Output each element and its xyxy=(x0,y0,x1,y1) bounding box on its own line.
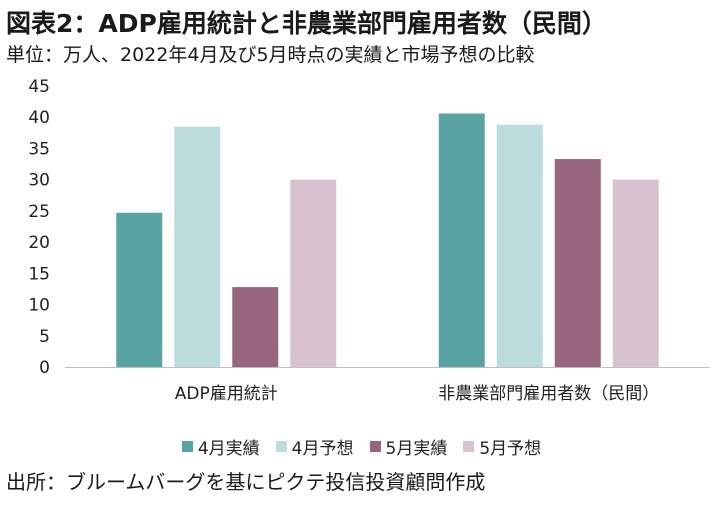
chart-title: 図表2：ADP雇用統計と非農業部門雇用者数（民間） xyxy=(6,9,607,38)
bar-chart: 0 5 10 15 20 25 30 35 40 45 ADP雇用統計 非農業部門雇用者数（民間） xyxy=(28,77,710,404)
y-tick-label: 40 xyxy=(28,108,50,128)
x-axis: ADP雇用統計 非農業部門雇用者数（民間） xyxy=(175,384,659,404)
legend-item: 5月実績 xyxy=(369,434,448,459)
bar-adp-series-4 xyxy=(290,179,337,367)
y-tick-label: 20 xyxy=(28,233,50,253)
x-category-label: ADP雇用統計 xyxy=(175,384,278,404)
y-tick-label: 10 xyxy=(28,296,50,316)
bar-adp-series-3 xyxy=(232,287,279,367)
y-tick-label: 25 xyxy=(28,202,50,222)
y-tick-label: 0 xyxy=(39,358,50,378)
legend-label: 4月予想 xyxy=(291,438,354,459)
chart-subtitle: 単位：万人、2022年4月及び5月時点の実績と市場予想の比較 xyxy=(6,44,535,66)
bar-nfp-series-2 xyxy=(496,124,543,367)
y-tick-label: 35 xyxy=(28,139,50,159)
legend-item: 4月実績 xyxy=(181,434,260,459)
bar-adp-series-2 xyxy=(174,126,221,367)
legend-label: 5月予想 xyxy=(479,438,542,459)
y-tick-label: 5 xyxy=(39,327,50,347)
chart-area: 0 5 10 15 20 25 30 35 40 45 ADP雇用統計 非農業部門雇用者数（民間） xyxy=(0,70,723,465)
legend-item: 5月予想 xyxy=(463,434,541,459)
legend-item: 4月予想 xyxy=(275,434,354,459)
legend: 4月実績 4月予想 5月実績 5月予想 xyxy=(0,434,723,459)
y-tick-label: 45 xyxy=(28,77,50,97)
legend-swatch xyxy=(181,440,193,452)
bar-nfp-series-4 xyxy=(612,179,659,367)
bar-nfp-series-3 xyxy=(554,159,601,367)
y-tick-label: 15 xyxy=(28,264,50,284)
y-tick-label: 30 xyxy=(28,171,50,191)
x-category-label: 非農業部門雇用者数（民間） xyxy=(438,384,659,404)
legend-swatch xyxy=(463,440,475,452)
legend-label: 4月実績 xyxy=(197,438,260,459)
legend-swatch xyxy=(369,440,381,452)
bars-group xyxy=(116,113,659,367)
legend-swatch xyxy=(275,440,287,452)
bar-nfp-series-1 xyxy=(438,113,485,367)
legend-label: 5月実績 xyxy=(385,438,448,459)
y-axis: 0 5 10 15 20 25 30 35 40 45 xyxy=(28,77,50,378)
bar-adp-series-1 xyxy=(116,212,163,367)
source-note: 出所：ブルームバーグを基にピクテ投信投資顧問作成 xyxy=(6,470,486,494)
